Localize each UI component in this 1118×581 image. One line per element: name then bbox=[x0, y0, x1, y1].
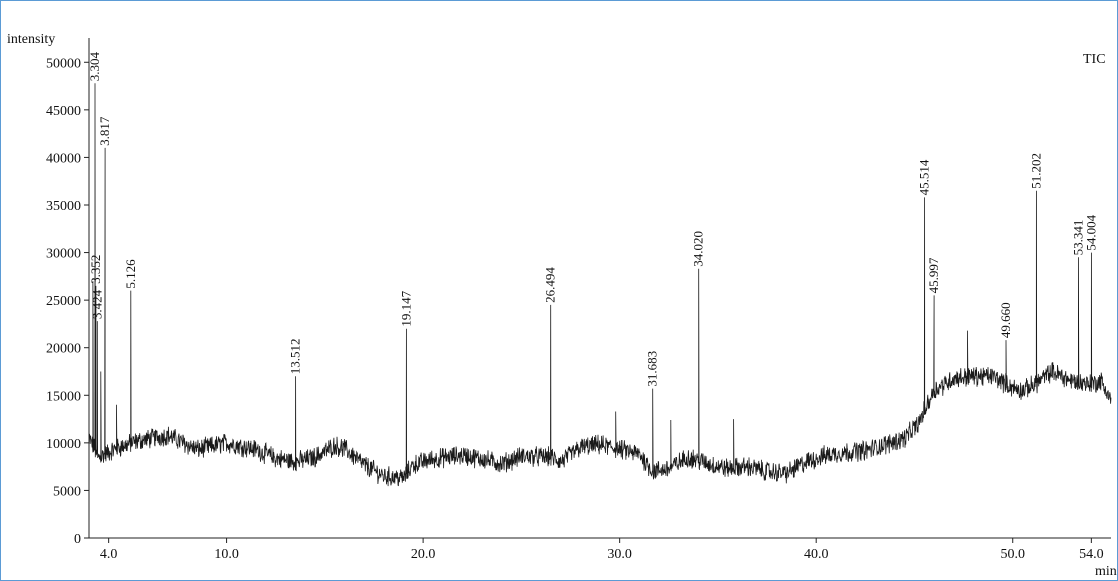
x-tick-label: 54.0 bbox=[1079, 547, 1104, 562]
y-tick-label: 5000 bbox=[53, 484, 81, 499]
peak-label: 3.304 bbox=[87, 51, 102, 81]
y-tick-label: 40000 bbox=[46, 151, 81, 166]
y-tick-label: 25000 bbox=[46, 294, 81, 309]
peak-label: 3.817 bbox=[97, 116, 112, 146]
y-tick-label: 45000 bbox=[46, 104, 81, 119]
peak-label: 13.512 bbox=[288, 339, 303, 375]
peak-label: 54.004 bbox=[1083, 214, 1098, 250]
x-tick-label: 10.0 bbox=[214, 547, 239, 562]
x-tick-label: 4.0 bbox=[100, 547, 118, 562]
series-label-tic: TIC bbox=[1083, 52, 1106, 67]
peak-label: 19.147 bbox=[398, 290, 413, 326]
peak-label: 45.997 bbox=[926, 257, 941, 293]
peak-labels: 3.304 3.352 3.424 3.817 5.126 13.512 19.147 26.… bbox=[87, 51, 1098, 386]
y-tick-label: 20000 bbox=[46, 342, 81, 357]
y-tick-label: 30000 bbox=[46, 247, 81, 262]
peak-label: 51.202 bbox=[1028, 153, 1043, 189]
peak-label: 31.683 bbox=[645, 351, 660, 387]
peak-label: 3.424 bbox=[89, 289, 104, 319]
x-axis-label: min bbox=[1095, 564, 1117, 579]
y-tick-label: 0 bbox=[74, 532, 81, 547]
x-tick-label: 20.0 bbox=[411, 547, 436, 562]
x-tick-label: 50.0 bbox=[1000, 547, 1025, 562]
ticks: 0 5000 10000 15000 20000 25000 30000 35000 40000… bbox=[46, 56, 1104, 562]
peak-label: 3.352 bbox=[88, 255, 103, 284]
axes bbox=[88, 38, 1111, 539]
peak-label: 34.020 bbox=[691, 231, 706, 267]
y-tick-label: 10000 bbox=[46, 437, 81, 452]
peak-label: 49.660 bbox=[998, 302, 1013, 338]
peak-label: 45.514 bbox=[917, 159, 932, 195]
y-axis-label: intensity bbox=[7, 32, 55, 47]
y-tick-label: 35000 bbox=[46, 199, 81, 214]
peak-label: 5.126 bbox=[123, 259, 138, 289]
tic-trace bbox=[88, 83, 1112, 487]
peak-label: 26.494 bbox=[543, 267, 558, 303]
peak-label: 53.341 bbox=[1070, 220, 1085, 256]
x-tick-label: 40.0 bbox=[804, 547, 829, 562]
y-tick-label: 50000 bbox=[46, 56, 81, 71]
y-tick-label: 15000 bbox=[46, 389, 81, 404]
x-tick-label: 30.0 bbox=[607, 547, 632, 562]
